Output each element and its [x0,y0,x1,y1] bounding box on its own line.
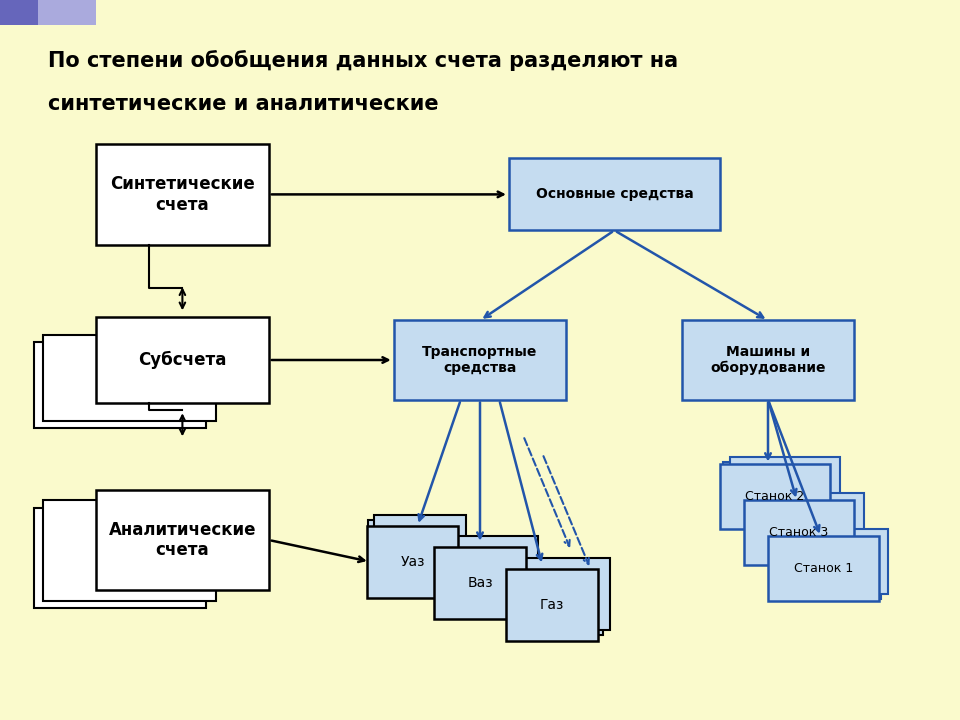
FancyBboxPatch shape [682,320,854,400]
FancyBboxPatch shape [394,320,566,400]
Text: Станок 3: Станок 3 [769,526,828,539]
FancyBboxPatch shape [96,317,269,403]
FancyBboxPatch shape [518,558,610,630]
FancyBboxPatch shape [730,457,840,522]
Text: Аналитические
счета: Аналитические счета [108,521,256,559]
Text: Ваз: Ваз [468,576,492,590]
FancyBboxPatch shape [440,541,531,613]
FancyBboxPatch shape [38,0,96,25]
Text: Субсчета: Субсчета [138,351,227,369]
FancyBboxPatch shape [367,526,459,598]
Text: Основные средства: Основные средства [536,187,693,202]
FancyBboxPatch shape [512,563,603,635]
FancyBboxPatch shape [0,0,38,25]
FancyBboxPatch shape [43,335,216,421]
FancyBboxPatch shape [778,529,888,594]
FancyBboxPatch shape [43,500,216,601]
Text: синтетические и аналитические: синтетические и аналитические [48,94,439,114]
FancyBboxPatch shape [34,342,206,428]
Text: Машины и
оборудование: Машины и оборудование [710,345,826,375]
Text: По степени обобщения данных счета разделяют на: По степени обобщения данных счета раздел… [48,50,678,71]
FancyBboxPatch shape [720,464,829,529]
FancyBboxPatch shape [96,490,269,590]
FancyBboxPatch shape [96,144,269,245]
FancyBboxPatch shape [747,498,857,563]
FancyBboxPatch shape [374,515,466,587]
FancyBboxPatch shape [509,158,720,230]
Text: Станок 1: Станок 1 [794,562,853,575]
FancyBboxPatch shape [768,536,879,601]
FancyBboxPatch shape [743,500,854,565]
FancyBboxPatch shape [434,547,526,619]
Text: Синтетические
счета: Синтетические счета [110,175,254,214]
FancyBboxPatch shape [754,493,864,558]
FancyBboxPatch shape [368,520,459,592]
FancyBboxPatch shape [507,569,597,641]
Text: Газ: Газ [540,598,564,612]
FancyBboxPatch shape [34,508,206,608]
FancyBboxPatch shape [771,534,881,599]
FancyBboxPatch shape [446,536,538,608]
Text: Станок 2: Станок 2 [745,490,804,503]
FancyBboxPatch shape [723,462,833,527]
Text: Уаз: Уаз [400,554,425,569]
Text: Транспортные
средства: Транспортные средства [422,345,538,375]
